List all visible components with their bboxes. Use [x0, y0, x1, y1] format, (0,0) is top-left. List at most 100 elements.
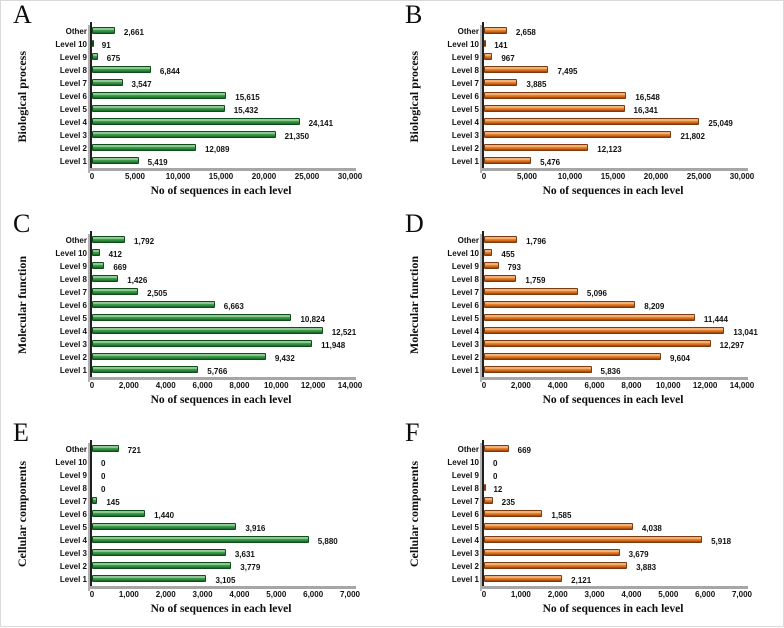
category-label: Other [65, 445, 87, 454]
bar-track: 21,350 [92, 129, 350, 142]
category-label: Level 6 [451, 301, 479, 310]
category-label: Other [65, 27, 87, 36]
y-axis-line [88, 22, 92, 173]
value-label: 3,916 [245, 523, 266, 533]
y-axis-title-box: Biological process [405, 25, 423, 168]
chart-row: Level 8 0 [31, 482, 350, 495]
category-label: Level 7 [59, 497, 87, 506]
category-label: Level 2 [59, 144, 87, 153]
bar-track: 721 [92, 443, 350, 456]
bar [484, 340, 711, 347]
value-label: 9,432 [274, 353, 295, 363]
plot-area: Other 1,796 Level 10 455 Level 9 793 Level 8 1,… [423, 231, 758, 382]
x-tick-label: 8,000 [229, 381, 250, 390]
bar [92, 523, 237, 530]
x-axis-line [90, 168, 356, 171]
panel-b: B Biological process Other 2,658 Level 10 1… [393, 0, 784, 210]
category-label: Level 1 [451, 366, 479, 375]
chart-row: Level 5 4,038 [423, 521, 742, 534]
chart-row: Level 5 16,341 [423, 103, 742, 116]
chart-cellular-components-orange: Cellular components Other 669 Level 10 0 Lev… [405, 440, 752, 615]
chart-row: Other 1,796 [423, 234, 742, 247]
bar [92, 275, 119, 282]
bar [484, 131, 672, 138]
x-tick-label: 15,000 [208, 172, 234, 181]
chart-row: Level 10 141 [423, 38, 742, 51]
bar-track: 1,440 [92, 508, 350, 521]
panel-letter: F [405, 418, 420, 447]
bar-track: 141 [484, 38, 742, 51]
chart-row: Level 1 2,121 [423, 573, 742, 586]
y-axis-title: Biological process [14, 50, 29, 143]
value-label: 721 [127, 445, 141, 455]
x-tick-label: 0 [481, 381, 487, 390]
bar [92, 249, 100, 256]
category-label: Level 10 [447, 40, 479, 49]
bar [484, 105, 625, 112]
chart-row: Level 7 3,885 [423, 77, 742, 90]
bar [484, 118, 700, 125]
x-tick-label: 12,000 [692, 381, 718, 390]
category-label: Level 9 [451, 262, 479, 271]
x-tick-label: 6,000 [303, 590, 324, 599]
bar-track: 669 [92, 260, 350, 273]
value-label: 1,792 [134, 236, 155, 246]
x-axis-title: No of sequences in each level [542, 394, 684, 406]
bar [92, 497, 98, 504]
chart-biological-process-orange: Biological process Other 2,658 Level 10 141… [405, 22, 754, 197]
category-label: Level 1 [451, 575, 479, 584]
bar-track: 15,615 [92, 90, 350, 103]
bar-track: 3,105 [92, 573, 350, 586]
y-axis-title: Cellular components [406, 461, 421, 568]
value-label: 0 [101, 484, 106, 494]
x-axis-title: No of sequences in each level [542, 185, 684, 197]
bar-track: 7,495 [484, 64, 742, 77]
bar-track: 12,089 [92, 142, 350, 155]
bar [484, 314, 695, 321]
category-label: Level 5 [451, 105, 479, 114]
value-label: 6,663 [223, 301, 244, 311]
category-label: Level 6 [59, 510, 87, 519]
chart-row: Level 8 1,426 [31, 273, 350, 286]
value-label: 7,495 [557, 66, 578, 76]
bar-track: 6,844 [92, 64, 350, 77]
chart-row: Level 2 9,432 [31, 351, 350, 364]
value-label: 235 [501, 497, 516, 507]
category-label: Level 9 [451, 53, 479, 62]
chart-row: Level 9 793 [423, 260, 742, 273]
bar [484, 157, 532, 164]
panel-letter: E [13, 418, 29, 447]
value-label: 967 [501, 53, 515, 63]
panel-c: C Molecular function Other 1,792 Level 10 4… [1, 209, 393, 419]
chart-row: Level 1 5,836 [423, 364, 742, 377]
value-label: 21,802 [680, 131, 705, 141]
y-axis-line [480, 231, 484, 382]
category-label: Level 8 [59, 484, 87, 493]
bar-track: 0 [92, 469, 350, 482]
category-label: Level 3 [451, 131, 479, 140]
value-label: 2,658 [515, 27, 536, 37]
y-axis-title-box: Molecular function [13, 234, 31, 377]
bar [92, 288, 139, 295]
chart-row: Level 3 11,948 [31, 338, 350, 351]
x-tick-label: 5,000 [124, 172, 146, 181]
category-label: Level 8 [451, 484, 479, 493]
bar-track: 0 [92, 456, 350, 469]
chart-row: Level 3 3,679 [423, 547, 742, 560]
chart-row: Level 9 967 [423, 51, 742, 64]
value-label: 2,661 [123, 27, 144, 37]
category-label: Level 3 [59, 340, 87, 349]
chart-row: Level 10 0 [423, 456, 742, 469]
plot-area: Other 1,792 Level 10 412 Level 9 669 Level 8 1,… [31, 231, 356, 382]
chart-row: Other 2,661 [31, 25, 350, 38]
bar [484, 27, 507, 34]
x-axis-title: No of sequences in each level [542, 603, 684, 615]
bar [484, 288, 578, 295]
chart-row: Level 6 1,440 [31, 508, 350, 521]
panel-letter: A [13, 0, 32, 29]
chart-row: Level 5 10,824 [31, 312, 350, 325]
chart-row: Level 6 1,585 [423, 508, 742, 521]
value-label: 3,105 [215, 575, 236, 585]
x-tick-label: 0 [481, 172, 487, 181]
x-tick-label: 10,000 [165, 172, 191, 181]
